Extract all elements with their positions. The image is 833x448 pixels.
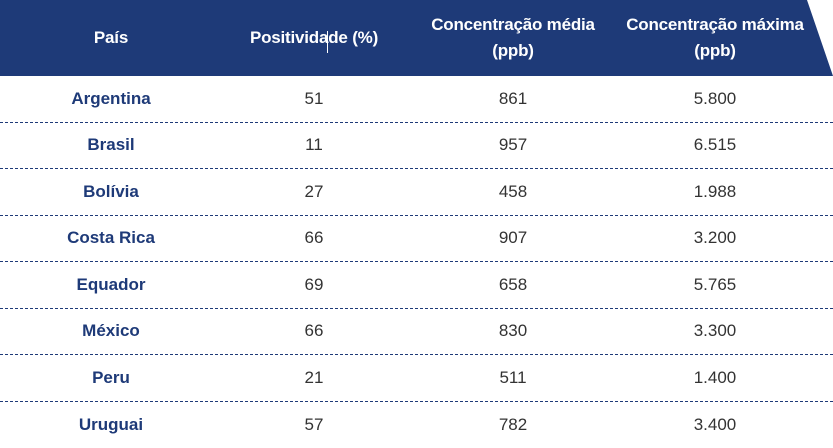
table-row: Brasil 11 957 6.515 (0, 123, 833, 170)
positivity-cell: 69 (222, 262, 406, 308)
header-max-label: Concentração máxima (626, 12, 804, 38)
max-cell: 5.765 (620, 262, 810, 308)
table-header: País Positividade (%) Concentração média… (0, 0, 833, 76)
max-cell: 3.300 (620, 309, 810, 355)
max-cell: 5.800 (620, 76, 810, 122)
table-row: Costa Rica 66 907 3.200 (0, 216, 833, 263)
table-row: Bolívia 27 458 1.988 (0, 169, 833, 216)
table-row: Argentina 51 861 5.800 (0, 76, 833, 123)
text-cursor (327, 31, 328, 53)
positivity-cell: 51 (222, 76, 406, 122)
positivity-cell: 11 (222, 123, 406, 169)
mean-cell: 861 (406, 76, 620, 122)
country-cell: Uruguai (0, 402, 222, 448)
mean-cell: 830 (406, 309, 620, 355)
country-cell: Brasil (0, 123, 222, 169)
header-mean-unit: (ppb) (431, 38, 595, 64)
country-cell: Costa Rica (0, 216, 222, 262)
positivity-cell: 27 (222, 169, 406, 215)
header-country: País (0, 0, 222, 76)
country-cell: Peru (0, 355, 222, 401)
header-max-unit: (ppb) (626, 38, 804, 64)
table-row: México 66 830 3.300 (0, 309, 833, 356)
positivity-cell: 21 (222, 355, 406, 401)
max-cell: 1.400 (620, 355, 810, 401)
header-mean-concentration: Concentração média (ppb) (406, 0, 620, 76)
country-cell: Equador (0, 262, 222, 308)
mean-cell: 782 (406, 402, 620, 448)
max-cell: 3.400 (620, 402, 810, 448)
mean-cell: 511 (406, 355, 620, 401)
table-row: Equador 69 658 5.765 (0, 262, 833, 309)
mean-cell: 907 (406, 216, 620, 262)
mean-cell: 458 (406, 169, 620, 215)
mean-cell: 658 (406, 262, 620, 308)
country-cell: Bolívia (0, 169, 222, 215)
max-cell: 1.988 (620, 169, 810, 215)
header-max-concentration: Concentração máxima (ppb) (620, 0, 810, 76)
positivity-cell: 66 (222, 216, 406, 262)
positivity-cell: 57 (222, 402, 406, 448)
header-country-label: País (94, 25, 128, 51)
header-mean-label: Concentração média (431, 12, 595, 38)
country-cell: Argentina (0, 76, 222, 122)
header-positivity: Positividade (%) (222, 0, 406, 76)
header-positivity-label: Positividade (%) (250, 25, 378, 51)
table-body: Argentina 51 861 5.800 Brasil 11 957 6.5… (0, 76, 833, 448)
max-cell: 3.200 (620, 216, 810, 262)
max-cell: 6.515 (620, 123, 810, 169)
country-cell: México (0, 309, 222, 355)
mean-cell: 957 (406, 123, 620, 169)
table-row: Peru 21 511 1.400 (0, 355, 833, 402)
positivity-cell: 66 (222, 309, 406, 355)
table-row: Uruguai 57 782 3.400 (0, 402, 833, 448)
